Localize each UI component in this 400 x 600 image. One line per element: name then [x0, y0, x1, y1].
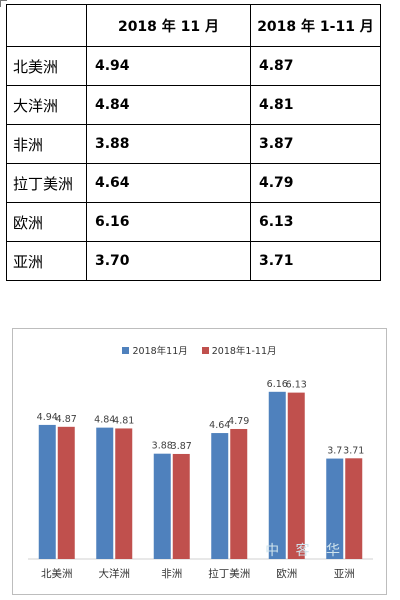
data-label-nov: 6.16 [267, 379, 288, 390]
bar-ytd [57, 426, 75, 559]
table-header-corner [6, 4, 87, 47]
region-cell: 亚洲 [6, 241, 87, 281]
bar-nov [96, 427, 114, 559]
corner-marker [0, 0, 7, 7]
nov-value-cell: 3.88 [86, 124, 251, 164]
table-row: 亚洲 3.70 3.71 [6, 241, 381, 281]
x-tick-label: 非洲 [161, 568, 182, 580]
x-tick-label: 拉丁美洲 [208, 567, 250, 580]
bar-ytd [230, 428, 248, 559]
region-cell: 大洋洲 [6, 85, 87, 125]
data-label-nov: 4.84 [94, 415, 115, 426]
ytd-value-cell: 4.79 [250, 163, 381, 203]
legend-item-ytd: 2018年1-11月 [201, 343, 277, 357]
data-table: 2018 年 11 月 2018 年 1-11 月 北美洲 4.94 4.87 … [6, 4, 381, 281]
table-header-ytd: 2018 年 1-11 月 [250, 4, 381, 47]
nov-value-cell: 4.84 [86, 85, 251, 125]
chart-legend: 2018年11月 2018年1-11月 [13, 343, 386, 357]
legend-label-nov: 2018年11月 [132, 346, 188, 357]
data-label-ytd: 3.87 [171, 441, 192, 452]
table-row: 北美洲 4.94 4.87 [6, 46, 381, 86]
bar-ytd [172, 453, 190, 559]
ytd-value-cell: 4.87 [250, 46, 381, 86]
ytd-value-cell: 4.81 [250, 85, 381, 125]
region-cell: 非洲 [6, 124, 87, 164]
x-tick-label: 北美洲 [41, 567, 73, 580]
data-label-nov: 4.94 [37, 412, 58, 423]
bar-nov [211, 433, 229, 559]
data-label-ytd: 4.81 [113, 415, 134, 426]
bar-nov [38, 424, 56, 559]
region-cell: 欧洲 [6, 202, 87, 242]
data-label-ytd: 3.71 [343, 445, 364, 456]
x-tick-label: 大洋洲 [99, 567, 131, 580]
table-row: 非洲 3.88 3.87 [6, 124, 381, 164]
bar-nov [326, 458, 344, 559]
table-row: 拉丁美洲 4.64 4.79 [6, 163, 381, 203]
table-header-nov: 2018 年 11 月 [86, 4, 251, 47]
ytd-value-cell: 6.13 [250, 202, 381, 242]
nov-value-cell: 3.70 [86, 241, 251, 281]
bar-nov [153, 453, 171, 559]
table-row: 欧洲 6.16 6.13 [6, 202, 381, 242]
x-tick-label: 亚洲 [334, 568, 355, 580]
bar-chart: 2018年11月 2018年1-11月 4.94 4.87 北美洲 4.84 4.81 大… [12, 328, 387, 595]
table-row: 大洋洲 4.84 4.81 [6, 85, 381, 125]
legend-label-ytd: 2018年1-11月 [211, 346, 277, 357]
table-header-row: 2018 年 11 月 2018 年 1-11 月 [6, 4, 381, 47]
legend-swatch-ytd [201, 346, 209, 354]
chart-plot-area: 4.944.87 北美洲 4.844.81 大洋洲 3.883.87 非洲 4.644.79… [28, 379, 373, 580]
bar-ytd [287, 392, 305, 559]
region-cell: 拉丁美洲 [6, 163, 87, 203]
nov-value-cell: 6.16 [86, 202, 251, 242]
bar-ytd [345, 458, 363, 559]
watermark-text: 中 客 华 [265, 543, 346, 559]
nov-value-cell: 4.94 [86, 46, 251, 86]
data-label-ytd: 6.13 [286, 380, 307, 391]
x-tick-label: 欧洲 [276, 568, 297, 580]
ytd-value-cell: 3.71 [250, 241, 381, 281]
bar-nov [268, 391, 286, 559]
legend-item-nov: 2018年11月 [122, 343, 188, 357]
data-label-nov: 3.7 [327, 446, 342, 457]
bar-ytd [115, 428, 133, 559]
nov-value-cell: 4.64 [86, 163, 251, 203]
data-label-ytd: 4.79 [228, 416, 249, 427]
region-cell: 北美洲 [6, 46, 87, 86]
data-label-ytd: 4.87 [56, 414, 77, 425]
data-label-nov: 4.64 [209, 420, 230, 431]
legend-swatch-nov [122, 346, 130, 354]
ytd-value-cell: 3.87 [250, 124, 381, 164]
data-label-nov: 3.88 [152, 441, 173, 452]
